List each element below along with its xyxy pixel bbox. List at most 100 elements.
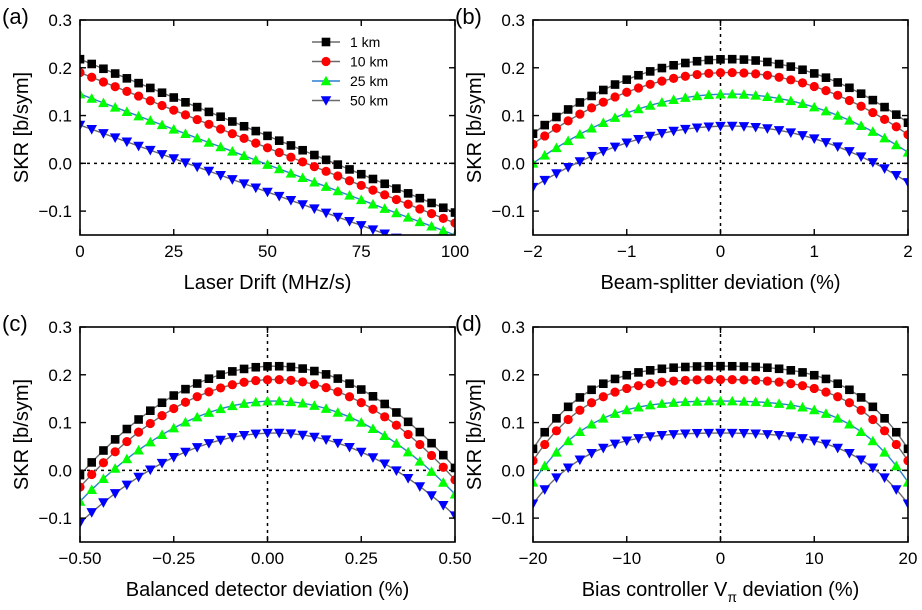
data-point-c-3-2 (98, 498, 109, 508)
data-point-c-1-13 (227, 380, 237, 390)
data-point-c-1-29 (415, 439, 425, 450)
data-point-c-1-20 (309, 379, 319, 389)
data-point-d-3-8 (621, 436, 633, 447)
data-point-a-1-21 (321, 166, 331, 176)
data-point-d-3-28 (855, 455, 867, 466)
data-point-a-2-10 (191, 132, 203, 143)
data-point-a-1-0 (80, 67, 85, 78)
x-tick-label-a-3: 75 (352, 242, 371, 261)
data-point-c-3-5 (133, 472, 144, 483)
series-a-2 (80, 88, 455, 235)
data-point-c-1-0 (80, 482, 85, 492)
data-point-d-2-1 (539, 460, 551, 471)
data-point-b-2-29 (867, 126, 879, 136)
data-point-d-0-24 (809, 370, 819, 380)
data-point-b-2-31 (890, 139, 902, 150)
data-point-a-1-24 (356, 180, 366, 191)
data-point-a-0-9 (181, 98, 190, 107)
data-point-c-2-28 (402, 446, 414, 457)
data-point-d-2-30 (879, 447, 890, 457)
data-point-d-0-10 (645, 366, 655, 375)
data-point-c-1-5 (133, 427, 144, 437)
data-point-a-0-10 (192, 102, 202, 112)
data-point-c-3-21 (320, 435, 332, 446)
panel-c: −0.50 −0.25 0.00 0.25 0.50 −0.1 0.0 0.1 0.2 0.3 Ba… (2, 311, 472, 601)
data-point-a-3-3 (109, 133, 121, 143)
data-point-b-3-6 (598, 147, 609, 157)
legend-marker-a-3 (320, 96, 332, 106)
data-point-a-0-25 (368, 174, 378, 184)
data-point-a-1-30 (426, 209, 437, 219)
data-point-a-2-24 (355, 194, 367, 205)
data-point-d-0-26 (833, 379, 842, 389)
data-point-b-0-18 (739, 55, 749, 64)
data-point-a-0-20 (310, 150, 319, 160)
data-point-d-2-16 (715, 395, 726, 406)
data-point-b-1-17 (727, 67, 737, 78)
series-d-0 (533, 361, 908, 454)
y-tick-label-a-3: 0.2 (48, 59, 72, 78)
data-point-a-3-15 (250, 183, 262, 194)
data-point-b-3-14 (691, 123, 703, 134)
data-point-c-3-26 (379, 459, 390, 470)
data-point-b-1-30 (879, 114, 890, 124)
data-point-b-3-31 (890, 170, 902, 181)
data-point-d-0-11 (657, 364, 667, 374)
data-point-a-2-20 (309, 176, 320, 187)
data-point-c-3-19 (297, 430, 308, 441)
data-point-c-3-8 (168, 452, 180, 463)
data-point-d-1-19 (751, 375, 761, 385)
data-point-c-2-30 (426, 466, 437, 476)
legend-marker-a-0 (321, 37, 331, 47)
data-point-b-2-25 (820, 105, 832, 116)
data-point-d-2-31 (890, 460, 902, 471)
data-point-c-1-17 (274, 375, 284, 385)
data-point-c-0-21 (321, 370, 331, 379)
data-point-c-0-32 (450, 463, 455, 473)
data-point-c-0-11 (204, 374, 214, 383)
data-point-d-2-32 (902, 476, 908, 487)
data-point-d-3-30 (879, 473, 890, 483)
data-point-a-3-19 (297, 200, 308, 210)
data-point-b-0-14 (692, 56, 702, 66)
data-point-a-3-10 (191, 162, 203, 173)
data-point-a-0-6 (146, 83, 155, 93)
x-tick-label-c-4: 0.50 (438, 549, 471, 568)
data-point-b-0-19 (751, 56, 760, 65)
data-point-a-1-10 (192, 114, 202, 125)
y-tick-label-d-3: 0.2 (501, 366, 525, 385)
data-point-b-0-9 (634, 70, 643, 80)
panel-label-a: (a) (2, 4, 29, 29)
data-point-b-1-4 (575, 109, 585, 119)
data-point-a-1-22 (333, 171, 343, 181)
data-point-c-2-5 (133, 444, 144, 455)
data-point-b-2-9 (633, 103, 644, 114)
data-point-a-1-7 (157, 100, 167, 111)
data-point-d-3-10 (644, 432, 656, 442)
data-point-c-1-22 (333, 387, 343, 397)
data-point-c-1-6 (145, 418, 155, 429)
data-point-a-0-23 (345, 165, 354, 174)
data-point-a-3-1 (86, 124, 98, 135)
data-point-a-2-12 (215, 141, 226, 152)
data-point-c-2-13 (227, 400, 238, 411)
data-point-d-3-24 (808, 436, 820, 447)
y-tick-label-b-4: 0.3 (501, 11, 525, 30)
data-point-b-0-15 (704, 55, 714, 65)
data-point-a-0-28 (403, 189, 413, 198)
data-point-b-3-11 (656, 129, 668, 139)
data-point-a-0-14 (239, 121, 249, 131)
data-point-d-3-25 (820, 439, 832, 450)
data-point-a-1-32 (450, 218, 455, 228)
data-point-c-1-1 (87, 469, 97, 480)
data-point-a-3-24 (355, 221, 367, 231)
data-point-c-0-24 (356, 385, 366, 394)
data-point-b-0-8 (622, 75, 632, 84)
data-point-d-0-29 (868, 402, 878, 412)
data-point-c-3-25 (367, 453, 379, 463)
data-point-c-2-0 (80, 496, 86, 506)
data-point-a-0-7 (157, 88, 167, 98)
data-point-d-2-13 (680, 396, 691, 407)
data-point-a-3-23 (344, 216, 355, 227)
